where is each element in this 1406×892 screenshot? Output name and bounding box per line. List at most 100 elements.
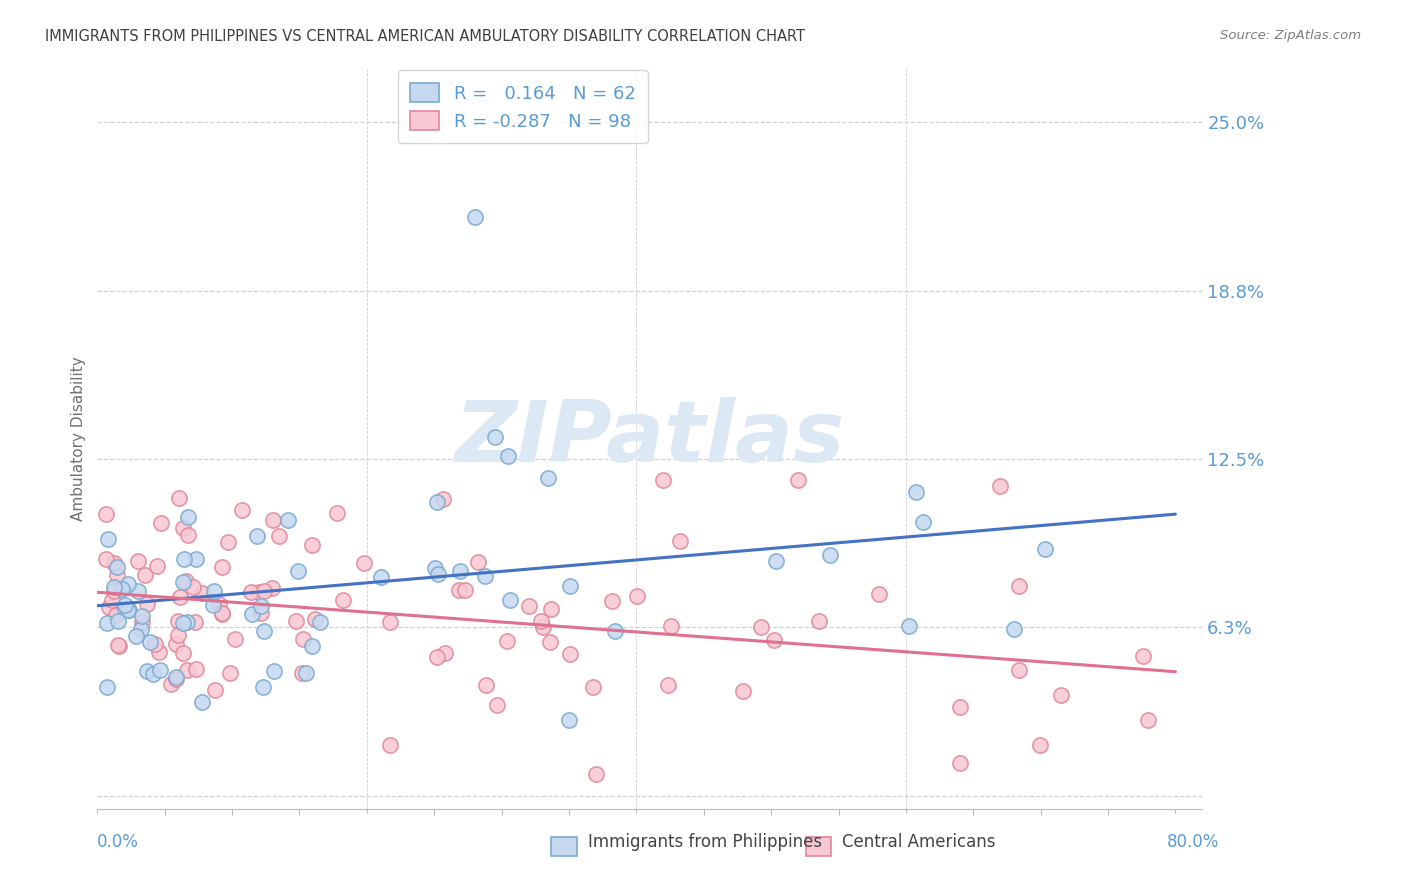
Point xyxy=(332,593,354,607)
Point xyxy=(262,513,284,527)
Point xyxy=(172,646,194,660)
Point xyxy=(97,532,120,546)
Point xyxy=(426,494,449,508)
Point xyxy=(380,615,402,630)
Point xyxy=(263,664,285,678)
Point xyxy=(252,624,274,638)
Text: ZIPatlas: ZIPatlas xyxy=(454,397,845,480)
Point xyxy=(136,598,159,612)
Point xyxy=(495,633,517,648)
Point xyxy=(253,584,276,599)
Point xyxy=(603,624,626,638)
Text: 80.0%: 80.0% xyxy=(1167,833,1219,851)
Point xyxy=(107,639,129,653)
Point xyxy=(765,554,787,568)
Point xyxy=(231,503,253,517)
Point xyxy=(301,640,323,654)
Point xyxy=(262,581,284,595)
Point xyxy=(1137,713,1160,727)
Point xyxy=(165,638,187,652)
Text: Central Americans: Central Americans xyxy=(842,833,995,851)
Point xyxy=(1002,622,1025,636)
Point xyxy=(582,681,605,695)
Point xyxy=(949,700,972,714)
Point xyxy=(125,629,148,643)
Point xyxy=(191,586,214,600)
Text: IMMIGRANTS FROM PHILIPPINES VS CENTRAL AMERICAN AMBULATORY DISABILITY CORRELATIO: IMMIGRANTS FROM PHILIPPINES VS CENTRAL A… xyxy=(45,29,806,44)
Point xyxy=(1035,541,1057,556)
Point xyxy=(558,647,581,661)
Point xyxy=(104,608,127,623)
Point xyxy=(127,584,149,599)
Point xyxy=(988,479,1011,493)
Point xyxy=(484,430,506,444)
Point xyxy=(181,580,204,594)
Point xyxy=(434,646,457,660)
Point xyxy=(103,556,125,570)
Point xyxy=(184,662,207,676)
Point xyxy=(240,584,263,599)
Point xyxy=(464,210,486,224)
Point xyxy=(117,603,139,617)
Point xyxy=(1049,688,1071,702)
Point xyxy=(247,585,270,599)
Point xyxy=(176,615,198,630)
Point xyxy=(149,516,172,531)
Point xyxy=(657,678,679,692)
Point xyxy=(731,684,754,698)
Point xyxy=(905,485,928,500)
Point xyxy=(211,607,233,621)
Point xyxy=(94,551,117,566)
Point xyxy=(103,584,125,599)
Point xyxy=(252,681,274,695)
Point xyxy=(808,615,831,629)
Point xyxy=(285,614,308,628)
Point xyxy=(911,515,934,529)
Point xyxy=(114,598,136,612)
Point xyxy=(166,628,188,642)
Point xyxy=(326,506,349,520)
Point xyxy=(211,606,233,620)
Point xyxy=(240,607,263,621)
Point xyxy=(868,587,890,601)
Point xyxy=(250,606,273,620)
Point xyxy=(531,619,554,633)
Point xyxy=(131,609,153,624)
Point xyxy=(118,602,141,616)
Point xyxy=(219,665,242,680)
Point xyxy=(105,560,128,574)
Point xyxy=(432,491,454,506)
Text: Source: ZipAtlas.com: Source: ZipAtlas.com xyxy=(1220,29,1361,42)
Point xyxy=(173,552,195,566)
Point xyxy=(1029,738,1052,752)
Point xyxy=(529,614,551,628)
Point xyxy=(111,582,134,596)
Point xyxy=(762,632,785,647)
Point xyxy=(107,638,129,652)
Point xyxy=(172,521,194,535)
Point xyxy=(96,615,118,630)
Point xyxy=(380,738,402,752)
Y-axis label: Ambulatory Disability: Ambulatory Disability xyxy=(72,357,86,521)
Point xyxy=(659,619,682,633)
Point xyxy=(540,602,562,616)
Point xyxy=(204,682,226,697)
Point xyxy=(169,590,191,604)
Point xyxy=(585,767,607,781)
Point xyxy=(1132,649,1154,664)
Point xyxy=(301,538,323,552)
Point xyxy=(139,635,162,649)
Point xyxy=(101,593,124,607)
Point xyxy=(172,575,194,590)
Point xyxy=(652,474,675,488)
Point xyxy=(536,471,558,485)
Text: Immigrants from Philippines: Immigrants from Philippines xyxy=(588,833,823,851)
Point xyxy=(136,664,159,678)
Point xyxy=(538,635,561,649)
Point xyxy=(191,695,214,709)
Point xyxy=(149,663,172,677)
Point xyxy=(485,698,508,713)
Point xyxy=(1008,663,1031,677)
Point xyxy=(174,574,197,588)
Point xyxy=(423,560,446,574)
